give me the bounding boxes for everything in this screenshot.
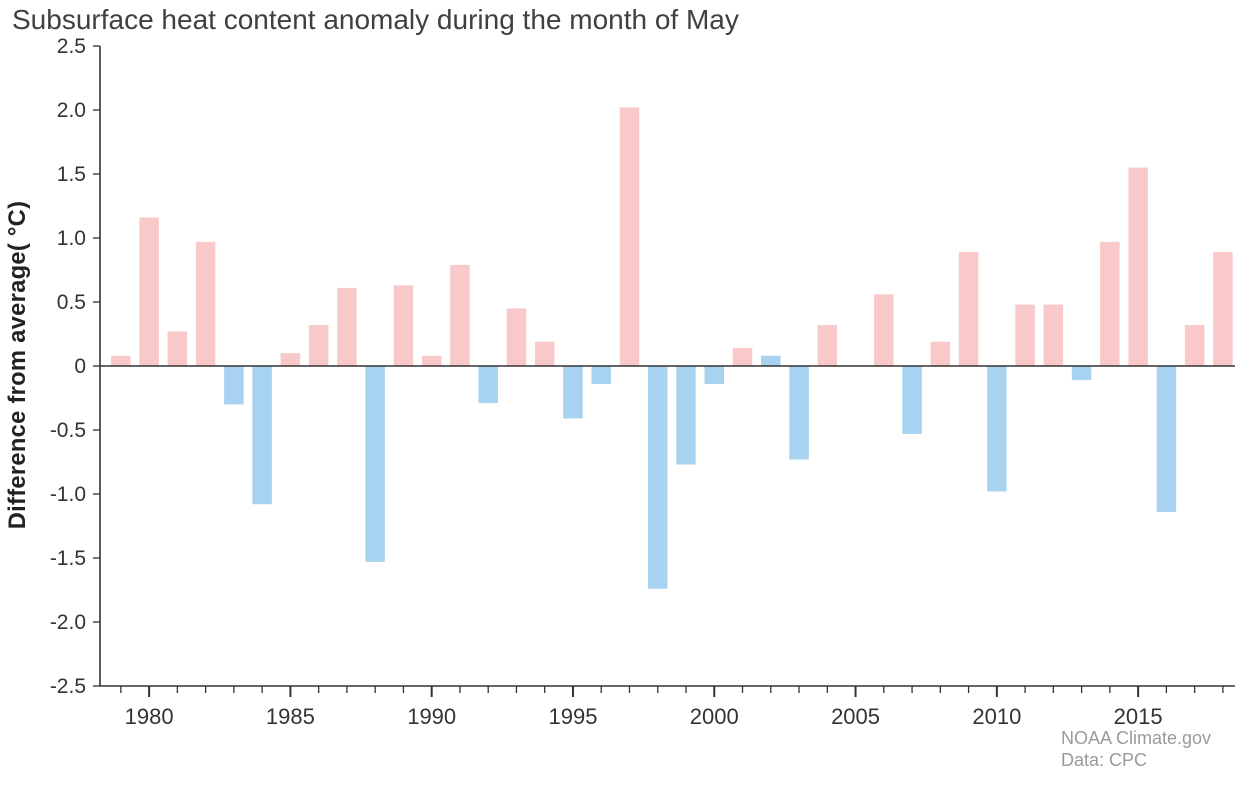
svg-text:2010: 2010 bbox=[972, 704, 1021, 729]
svg-text:-2.0: -2.0 bbox=[50, 611, 86, 634]
svg-text:2.0: 2.0 bbox=[57, 99, 86, 122]
svg-text:1980: 1980 bbox=[125, 704, 174, 729]
svg-text:-2.5: -2.5 bbox=[50, 675, 86, 698]
svg-text:2.5: 2.5 bbox=[57, 35, 86, 58]
svg-text:0: 0 bbox=[74, 355, 86, 378]
svg-text:1.5: 1.5 bbox=[57, 163, 86, 186]
svg-text:2000: 2000 bbox=[690, 704, 739, 729]
svg-text:0.5: 0.5 bbox=[57, 291, 86, 314]
svg-text:1.0: 1.0 bbox=[57, 227, 86, 250]
svg-text:1995: 1995 bbox=[548, 704, 597, 729]
svg-text:2015: 2015 bbox=[1114, 704, 1163, 729]
svg-text:-0.5: -0.5 bbox=[50, 419, 86, 442]
svg-text:1985: 1985 bbox=[266, 704, 315, 729]
svg-text:-1.0: -1.0 bbox=[50, 483, 86, 506]
svg-text:-1.5: -1.5 bbox=[50, 547, 86, 570]
svg-text:1990: 1990 bbox=[407, 704, 456, 729]
svg-text:2005: 2005 bbox=[831, 704, 880, 729]
